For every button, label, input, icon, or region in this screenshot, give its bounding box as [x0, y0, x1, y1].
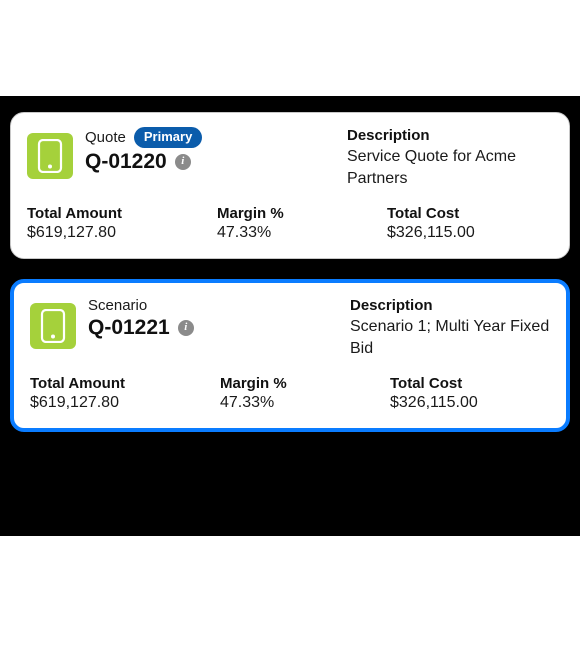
primary-badge: Primary: [134, 127, 202, 148]
metric-label: Margin %: [217, 205, 387, 222]
metric-value: $619,127.80: [30, 394, 220, 412]
description-block: Description Scenario 1; Multi Year Fixed…: [350, 297, 550, 361]
card-header: Scenario Q-01221 i Description Scenario …: [30, 297, 550, 361]
metric-value: 47.33%: [217, 224, 387, 242]
metric-label: Margin %: [220, 375, 390, 392]
metric-value: 47.33%: [220, 394, 390, 412]
scenario-card[interactable]: Scenario Q-01221 i Description Scenario …: [10, 279, 570, 432]
metric-total-cost: Total Cost $326,115.00: [387, 205, 553, 242]
card-header: Quote Primary Q-01220 i Description Serv…: [27, 127, 553, 191]
metric-label: Total Cost: [390, 375, 550, 392]
info-icon[interactable]: i: [178, 320, 194, 336]
description-block: Description Service Quote for Acme Partn…: [347, 127, 553, 191]
metric-total-amount: Total Amount $619,127.80: [30, 375, 220, 412]
cards-panel: Quote Primary Q-01220 i Description Serv…: [0, 96, 580, 536]
metric-value: $326,115.00: [390, 394, 550, 412]
metric-label: Total Cost: [387, 205, 553, 222]
metric-value: $326,115.00: [387, 224, 553, 242]
metric-label: Total Amount: [30, 375, 220, 392]
metrics-row: Total Amount $619,127.80 Margin % 47.33%…: [30, 375, 550, 412]
record-type-label: Quote: [85, 129, 126, 146]
record-type-label: Scenario: [88, 297, 147, 314]
quote-card[interactable]: Quote Primary Q-01220 i Description Serv…: [10, 112, 570, 259]
card-title-block: Scenario Q-01221 i: [88, 297, 338, 340]
metric-total-cost: Total Cost $326,115.00: [390, 375, 550, 412]
description-value: Scenario 1; Multi Year Fixed Bid: [350, 316, 550, 361]
metric-total-amount: Total Amount $619,127.80: [27, 205, 217, 242]
description-label: Description: [350, 297, 550, 314]
metric-margin-pct: Margin % 47.33%: [217, 205, 387, 242]
record-id[interactable]: Q-01221: [88, 316, 170, 340]
metric-margin-pct: Margin % 47.33%: [220, 375, 390, 412]
metric-value: $619,127.80: [27, 224, 217, 242]
description-value: Service Quote for Acme Partners: [347, 146, 553, 191]
card-title-block: Quote Primary Q-01220 i: [85, 127, 335, 174]
info-icon[interactable]: i: [175, 154, 191, 170]
metric-label: Total Amount: [27, 205, 217, 222]
description-label: Description: [347, 127, 553, 144]
metrics-row: Total Amount $619,127.80 Margin % 47.33%…: [27, 205, 553, 242]
mobile-icon: [30, 303, 76, 349]
record-id[interactable]: Q-01220: [85, 150, 167, 174]
mobile-icon: [27, 133, 73, 179]
